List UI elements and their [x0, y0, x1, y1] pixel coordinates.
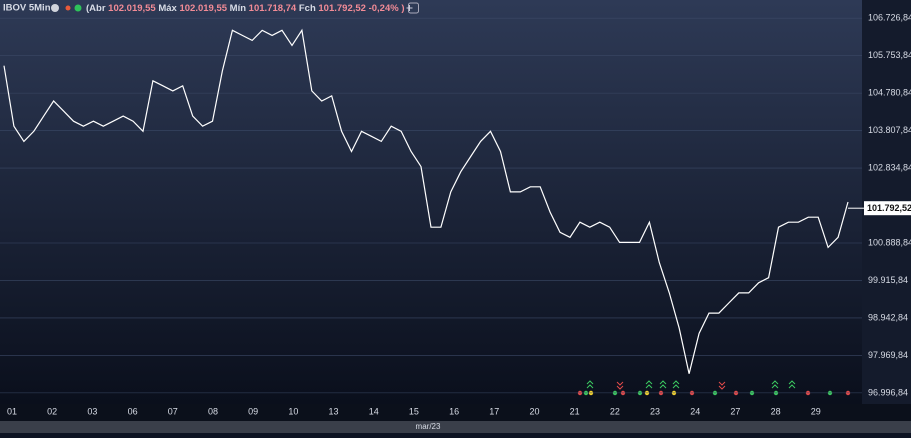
status-dot — [74, 4, 82, 12]
x-tick-label: 28 — [771, 406, 781, 416]
status-dot — [65, 5, 71, 11]
plot-background — [0, 0, 862, 404]
header-value: 102.019,55 — [108, 3, 156, 14]
signals — [577, 380, 851, 396]
x-tick-label: 16 — [449, 406, 459, 416]
x-tick-label: 15 — [409, 406, 419, 416]
x-tick-label: 01 — [7, 406, 17, 416]
x-tick-label: 03 — [87, 406, 97, 416]
x-tick-label: 27 — [730, 406, 740, 416]
last-price-box — [864, 201, 911, 216]
price-line — [3, 28, 849, 374]
x-tick-label: 02 — [47, 406, 57, 416]
time-bar — [0, 421, 911, 433]
y-tick-label: 100.888,84 — [868, 237, 911, 247]
x-tick-label: 22 — [610, 406, 620, 416]
x-tick-label: 20 — [529, 406, 539, 416]
y-tick-label: 96.996,84 — [868, 387, 908, 397]
x-tick-label: 29 — [811, 406, 821, 416]
y-tick-label: 105.753,84 — [868, 50, 911, 60]
x-tick-label: 08 — [208, 406, 218, 416]
header-values: (Abr 102.019,55 Máx 102.019,55 Mín 101.7… — [86, 3, 404, 14]
header-value: 101.718,74 — [249, 3, 297, 14]
x-tick-label: 10 — [288, 406, 298, 416]
y-tick-label: 106.726,84 — [868, 13, 911, 23]
y-tick-label: 99.915,84 — [868, 275, 908, 285]
header-label: Máx — [158, 3, 177, 14]
close-icon — [51, 4, 59, 12]
symbol: IBOV 5Min — [3, 3, 51, 14]
header: IBOV 5Min (Abr 102.019,55 Máx 102.019,55 … — [3, 2, 419, 14]
x-tick-label: 23 — [650, 406, 660, 416]
header-label: (Abr — [86, 3, 106, 14]
x-tick-label: 17 — [489, 406, 499, 416]
header-value: 101.792,52 — [318, 3, 366, 14]
y-tick-label: 103.807,84 — [868, 125, 911, 135]
header-label: Mín — [230, 3, 247, 14]
x-tick-label: 21 — [570, 406, 580, 416]
x-tick-label: 09 — [248, 406, 258, 416]
x-tick-label: 14 — [369, 406, 379, 416]
x-axis-background — [0, 404, 911, 421]
y-tick-label: 98.942,84 — [868, 312, 908, 322]
x-tick-label: 24 — [690, 406, 700, 416]
x-tick-label: 13 — [329, 406, 339, 416]
header-value: 102.019,55 — [179, 3, 227, 14]
y-tick-label: 97.969,84 — [868, 350, 908, 360]
x-tick-label: 06 — [128, 406, 138, 416]
header-label: Fch — [299, 3, 316, 14]
x-tick-label: 07 — [168, 406, 178, 416]
add-icon — [406, 5, 413, 11]
sell-arrows — [616, 381, 726, 390]
last-price-label: 101.792,52 — [867, 203, 911, 213]
month-label: mar/23 — [416, 422, 441, 431]
buy-arrows — [586, 380, 796, 389]
y-tick-label: 104.780,84 — [868, 87, 911, 97]
y-tick-label: 102.834,84 — [868, 162, 911, 172]
header-change: -0,24% ) — [369, 3, 405, 14]
